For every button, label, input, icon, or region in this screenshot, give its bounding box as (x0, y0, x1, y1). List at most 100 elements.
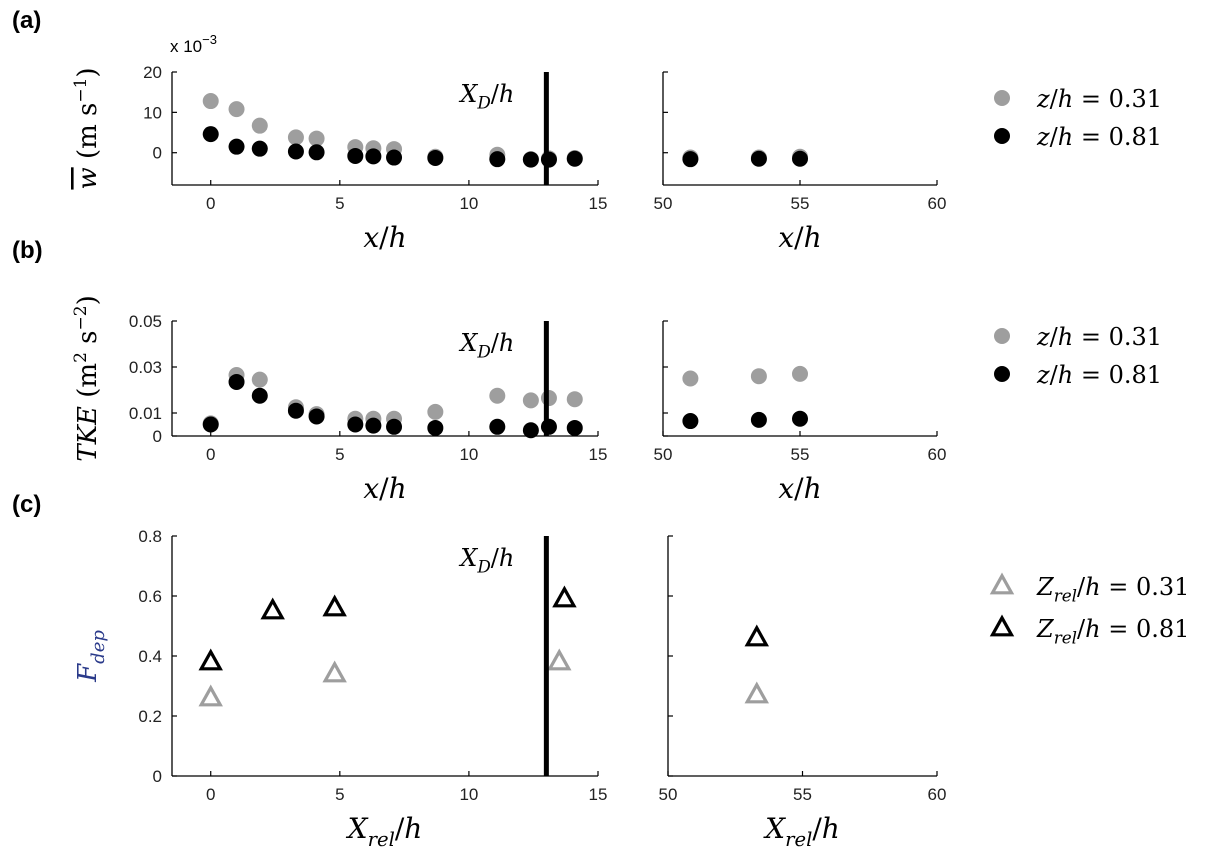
data-point (682, 413, 699, 430)
data-point (251, 371, 268, 388)
legend-label: z/h = 0.31 (1036, 85, 1162, 113)
data-point (308, 408, 325, 425)
x-tick-label: 50 (654, 194, 673, 213)
xd-label: XD/h (458, 80, 514, 113)
x-tick-label: 60 (928, 194, 947, 213)
data-point (522, 422, 539, 439)
x-tick-label: 5 (335, 445, 344, 464)
data-point (386, 149, 403, 166)
legend-marker (989, 572, 1015, 595)
data-point (322, 594, 347, 617)
y-tick-label: 0.01 (129, 404, 162, 423)
data-point (750, 368, 767, 385)
y-tick-label: 0.6 (138, 587, 162, 606)
panel-label: (c) (12, 491, 41, 518)
x-tick-label: 0 (206, 445, 215, 464)
x-tick-label: 60 (928, 785, 947, 804)
data-point (202, 93, 219, 110)
data-point (347, 147, 364, 164)
data-point (489, 151, 506, 168)
data-point (540, 418, 557, 435)
data-point (198, 684, 223, 707)
y-axis-label-group: TKE (m2 s−2) (71, 295, 103, 461)
legend-marker (994, 366, 1010, 382)
legend-label: z/h = 0.81 (1036, 361, 1162, 389)
y-tick-label: 0 (153, 427, 162, 446)
data-point (792, 365, 808, 382)
x-tick-label: 50 (654, 445, 673, 464)
data-point (202, 416, 219, 433)
data-point (566, 419, 583, 436)
x-tick-label: 5 (335, 194, 344, 213)
panel-label: (a) (12, 7, 41, 34)
panel-1: (a) 0 5 10 15 0 10 20 50 55 60 w (m s−1) x 10−3 (12, 7, 1010, 213)
data-point (744, 681, 769, 704)
data-point (682, 370, 699, 387)
xd-label: XD/h (458, 544, 514, 577)
x-tick-label: 55 (793, 785, 812, 804)
data-point (427, 419, 444, 436)
data-point (365, 148, 382, 165)
legend-marker (989, 614, 1015, 637)
x-tick-label: 15 (589, 194, 608, 213)
data-point (365, 417, 382, 434)
x-axis-label: Xrel/h (346, 812, 423, 851)
x-tick-label: 15 (589, 785, 608, 804)
x-tick-label: 0 (206, 194, 215, 213)
data-point (251, 117, 268, 134)
data-point (308, 144, 325, 161)
y-axis-label: Fdep (73, 630, 109, 683)
legend-marker (994, 90, 1010, 106)
y-axis-label: TKE (m2 s−2) (71, 295, 103, 461)
data-point (260, 597, 285, 620)
data-point (566, 391, 583, 408)
x-tick-label: 55 (791, 445, 810, 464)
x-tick-label: 15 (589, 445, 608, 464)
y-tick-label: 0 (153, 767, 162, 786)
x-axis-label: x/h (778, 472, 821, 505)
panel-3: (c) 0 5 10 15 0 0.2 0.4 0.6 0.8 50 55 60 Fdep (12, 491, 1015, 804)
x-tick-label: 10 (459, 445, 478, 464)
data-point (198, 648, 223, 671)
x-tick-label: 60 (928, 445, 947, 464)
x-axis-label: x/h (363, 221, 406, 254)
data-point (251, 140, 268, 157)
data-point (228, 138, 245, 155)
y-multiplier: x 10−3 (170, 32, 217, 56)
data-point (308, 130, 325, 147)
data-point (251, 387, 268, 404)
data-point (792, 150, 808, 167)
y-axis-label: w (m s−1) (71, 67, 103, 189)
legend-marker (994, 128, 1010, 144)
x-axis-label: x/h (778, 221, 821, 254)
x-axis-label: Xrel/h (763, 812, 840, 851)
y-tick-label: 0.03 (129, 358, 162, 377)
legend-label: z/h = 0.81 (1036, 123, 1162, 151)
data-point (427, 149, 444, 166)
data-point (552, 585, 577, 608)
data-point (287, 129, 304, 146)
x-tick-label: 50 (659, 785, 678, 804)
data-point (386, 418, 403, 435)
y-tick-label: 0.05 (129, 312, 162, 331)
data-point (540, 151, 557, 168)
data-point (322, 660, 347, 683)
legend-label: z/h = 0.31 (1036, 323, 1162, 351)
data-point (489, 387, 506, 404)
x-axis-label: x/h (363, 472, 406, 505)
y-tick-label: 0.8 (138, 527, 162, 546)
data-point (427, 403, 444, 420)
data-point (287, 143, 304, 160)
y-tick-label: 0 (153, 144, 162, 163)
data-point (347, 416, 364, 433)
y-tick-label: 0.2 (138, 707, 162, 726)
panel-2: (b) 0 5 10 15 0 0.01 0.03 0.05 50 55 60 TKE (m2 s−2) (12, 237, 1010, 464)
xd-label: XD/h (458, 329, 514, 362)
y-axis-label-group: Fdep (73, 630, 109, 683)
y-tick-label: 0.4 (138, 647, 162, 666)
y-tick-label: 20 (143, 63, 162, 82)
x-tick-label: 5 (335, 785, 344, 804)
data-point (750, 411, 767, 428)
data-point (540, 390, 557, 407)
